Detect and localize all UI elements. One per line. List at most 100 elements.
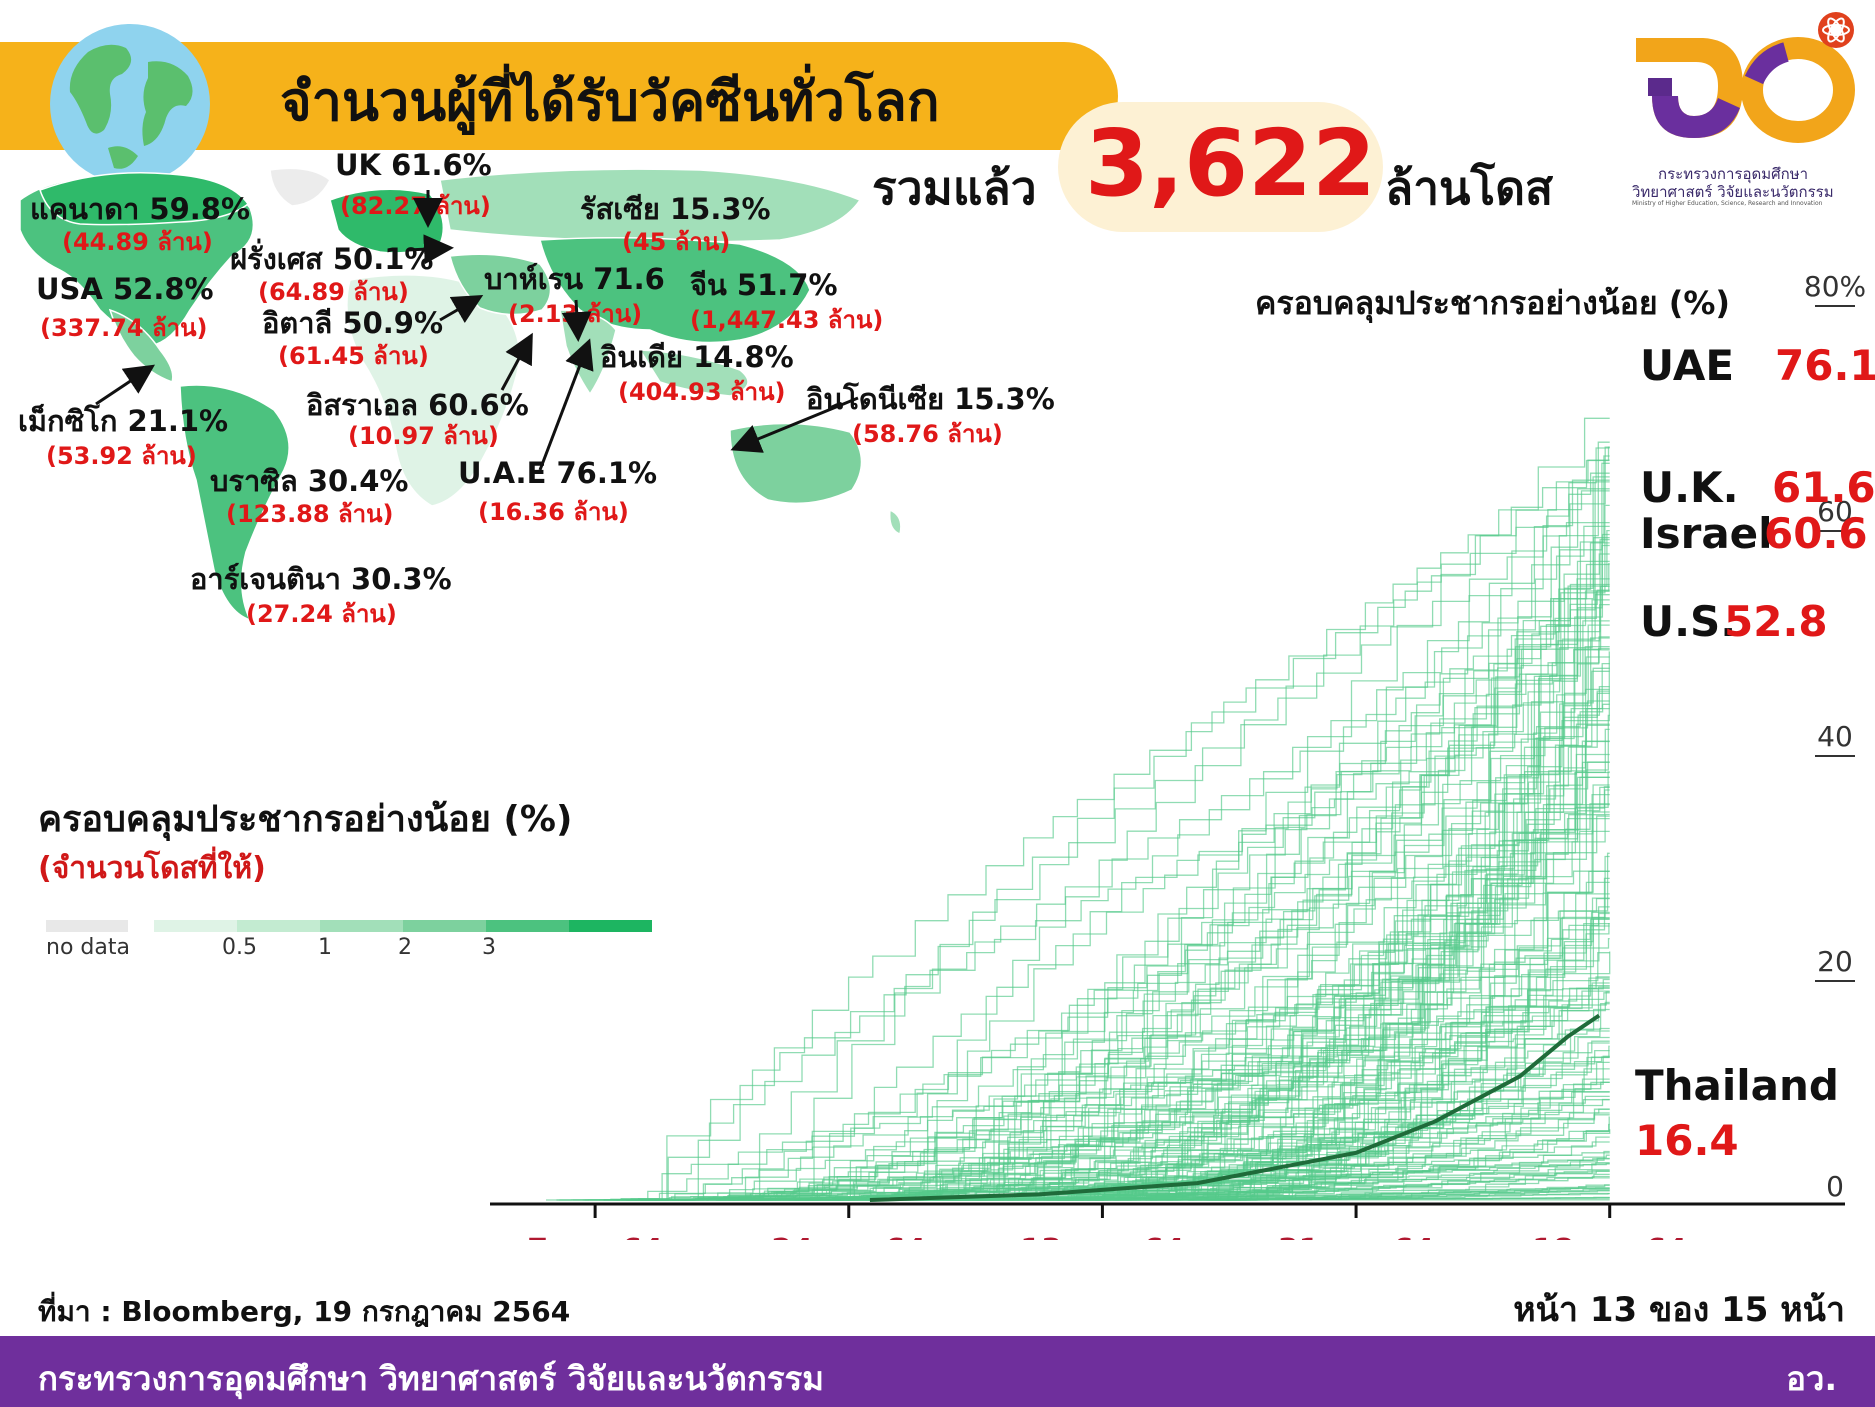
label-brazil: บราซิล 30.4% <box>210 464 409 498</box>
highlight-value-us: 52.8 <box>1724 597 1828 646</box>
country-line <box>706 724 1610 1201</box>
map-legend-tick: 0.5 <box>222 935 257 960</box>
country-line <box>613 753 1610 1201</box>
y-tick-label: 40 <box>1817 720 1853 753</box>
country-line <box>798 740 1610 1201</box>
legend-swatch-no-data <box>46 920 128 932</box>
x-tick-label: 7 ม.ค.64 <box>527 1233 663 1240</box>
country-line <box>836 803 1610 1201</box>
country-line <box>1191 585 1610 1201</box>
y-tick-label: 0 <box>1826 1170 1844 1203</box>
country-line <box>880 562 1610 1201</box>
map-region-canada <box>39 172 250 226</box>
chart-title: ครอบคลุมประชากรอย่างน้อย (%) <box>1255 284 1731 322</box>
map-legend-subtitle: (จำนวนโดสที่ให้) <box>38 851 266 886</box>
world-map <box>19 167 902 622</box>
country-line <box>1203 1061 1610 1201</box>
doses-israel: (10.97 ล้าน) <box>348 422 499 450</box>
highlight-label-thailand: Thailand <box>1635 1061 1839 1110</box>
doses-china: (1,447.43 ล้าน) <box>690 306 884 334</box>
country-line <box>670 490 1610 1201</box>
country-line <box>1112 923 1610 1201</box>
legend-swatch <box>237 920 320 932</box>
x-tick-label: 13 เม.ย.64 <box>1020 1233 1184 1240</box>
country-line <box>949 462 1610 1201</box>
country-line <box>789 897 1610 1201</box>
country-line <box>1059 417 1610 1201</box>
doses-france: (64.89 ล้าน) <box>258 278 409 306</box>
legend-swatch <box>569 920 652 932</box>
country-line <box>951 636 1610 1201</box>
logo-text-english: Ministry of Higher Education, Science, R… <box>1632 200 1823 207</box>
map-legend-tick: 1 <box>318 935 332 960</box>
total-prefix: รวมแล้ว <box>872 161 1037 215</box>
doses-usa: (337.74 ล้าน) <box>40 314 208 342</box>
logo-text-ministry-2: วิทยาศาสตร์ วิจัยและนวัตกรรม <box>1632 183 1834 201</box>
doses-india: (404.93 ล้าน) <box>618 378 786 406</box>
country-line <box>815 938 1610 1201</box>
country-line <box>599 690 1610 1201</box>
country-line <box>887 925 1610 1201</box>
country-line <box>1021 977 1610 1201</box>
label-france: ฝรั่งเศส 50.1% <box>230 242 434 276</box>
country-line <box>715 662 1610 1201</box>
map-legend-title: ครอบคลุมประชากรอย่างน้อย (%) <box>38 799 573 840</box>
legend-swatch <box>486 920 569 932</box>
label-china: จีน 51.7% <box>690 268 838 302</box>
country-line <box>829 922 1610 1201</box>
doses-indonesia: (58.76 ล้าน) <box>852 420 1003 448</box>
country-line <box>1227 504 1610 1201</box>
ministry-logo <box>1636 12 1855 143</box>
country-line <box>894 459 1610 1201</box>
country-line <box>640 529 1610 1201</box>
footer-bar <box>0 1336 1875 1407</box>
label-bahrain: บาห์เรน 71.6 <box>484 262 665 296</box>
country-line <box>706 992 1610 1201</box>
country-line <box>589 1112 1610 1201</box>
label-israel: อิสราเอล 60.6% <box>306 388 529 422</box>
map-legend-scale <box>46 920 652 932</box>
country-line <box>559 667 1610 1201</box>
highlight-label-uae: UAE <box>1640 341 1734 390</box>
label-indonesia: อินโดนีเซีย 15.3% <box>806 382 1055 416</box>
label-uae: U.A.E 76.1% <box>458 456 658 490</box>
map-region-southeast-asia <box>638 349 749 397</box>
country-line <box>1095 446 1610 1201</box>
x-tick-label: 18 ก.ค.64 <box>1532 1233 1687 1240</box>
label-mexico: เม็กซิโก 21.1% <box>18 404 229 438</box>
highlight-label-israel: Israel <box>1640 509 1773 558</box>
map-region-south-america <box>179 384 290 622</box>
doses-argentina: (27.24 ล้าน) <box>246 600 397 628</box>
map-legend-tick: 2 <box>398 935 412 960</box>
total-highlight <box>1058 102 1383 232</box>
highlight-label-us: U.S. <box>1640 597 1736 646</box>
country-line <box>751 776 1610 1201</box>
doses-russia: (45 ล้าน) <box>622 228 731 256</box>
map-arrows <box>95 190 859 471</box>
map-region-mexico <box>108 308 174 383</box>
country-line <box>640 1108 1610 1201</box>
legend-swatch <box>403 920 486 932</box>
country-line <box>770 446 1610 1201</box>
highlight-value-israel: 60.6 <box>1764 509 1868 558</box>
doses-italy: (61.45 ล้าน) <box>278 342 429 370</box>
country-line <box>788 649 1610 1201</box>
map-region-new-zealand <box>888 508 902 535</box>
country-line <box>1075 637 1610 1201</box>
doses-mexico: (53.92 ล้าน) <box>46 442 197 470</box>
country-line <box>1200 1141 1610 1201</box>
country-line <box>1166 811 1610 1201</box>
source-note: ที่มา : Bloomberg, 19 กรกฎาคม 2564 <box>38 1295 571 1328</box>
logo-text-ministry: กระทรวงการอุดมศึกษา <box>1658 165 1808 183</box>
country-line <box>1058 685 1610 1201</box>
doses-uae: (16.36 ล้าน) <box>478 498 629 526</box>
highlight-value-uk: 61.6 <box>1772 463 1875 512</box>
country-line <box>627 589 1610 1201</box>
page-number: หน้า 13 ของ 15 หน้า <box>1513 1290 1845 1330</box>
country-line <box>1144 817 1610 1201</box>
page-title: จำนวนผู้ที่ได้รับวัคซีนทั่วโลก <box>280 70 940 133</box>
x-tick-label: 31 พ.ค.64 <box>1278 1233 1435 1240</box>
map-region-asia <box>539 237 811 344</box>
country-line <box>1149 815 1610 1201</box>
footer-ministry: กระทรวงการอุดมศึกษา วิทยาศาสตร์ วิจัยและ… <box>38 1359 825 1398</box>
